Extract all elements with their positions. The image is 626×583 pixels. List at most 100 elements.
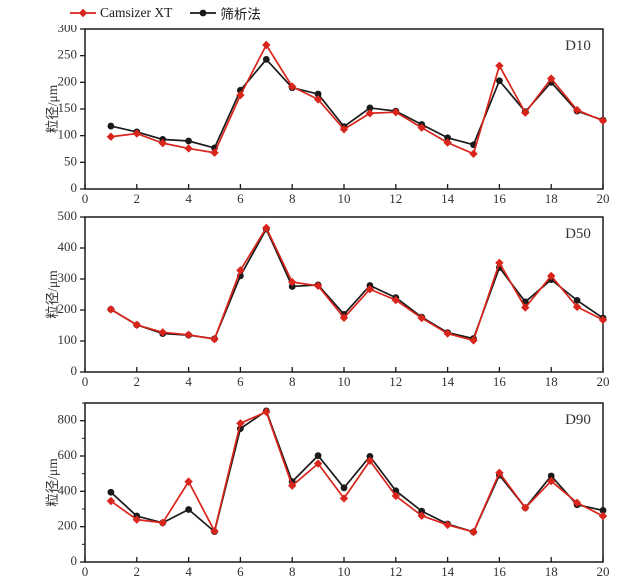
y-axis-label: 粒径/μm — [45, 458, 60, 507]
data-point-diamond — [262, 223, 271, 233]
x-tick-label: 10 — [338, 564, 351, 579]
data-point-diamond — [598, 116, 608, 125]
data-point-circle — [262, 56, 270, 63]
data-point-diamond — [443, 138, 452, 147]
x-axis: 0 2 4 6 8 10 12 14 16 18 20 — [82, 184, 610, 205]
data-point-circle — [199, 9, 207, 17]
y-tick-label: 100 — [58, 332, 78, 347]
legend-line-diamond-icon — [70, 8, 96, 18]
data-point-circle — [573, 296, 581, 304]
data-point-diamond — [288, 82, 297, 91]
data-point-circle — [107, 122, 115, 130]
data-point-diamond — [313, 459, 323, 468]
y-tick-label: 800 — [58, 412, 78, 427]
data-point-diamond — [417, 313, 426, 323]
y-tick-label: 0 — [71, 180, 78, 195]
data-point-diamond — [469, 149, 478, 158]
data-point-diamond — [443, 329, 452, 338]
data-point-diamond — [210, 334, 219, 344]
y-tick-label: 150 — [58, 100, 78, 115]
y-axis: 0 50 100 150 200 250 300 — [58, 25, 85, 195]
data-point-diamond — [598, 315, 608, 325]
y-tick-label: 300 — [58, 270, 78, 285]
data-point-diamond — [572, 302, 582, 312]
legend: Camsizer XT 筛析法 — [70, 3, 261, 23]
data-point-circle — [444, 134, 451, 142]
x-tick-label: 14 — [441, 191, 455, 205]
data-point-diamond — [106, 496, 116, 506]
data-point-circle — [366, 452, 374, 460]
chart-d90: 0 200 400 600 800 0 2 4 6 8 10 12 14 16 18 20 粒径/μm D90 — [45, 402, 610, 579]
data-point-diamond — [339, 125, 349, 134]
data-point-diamond — [521, 503, 530, 512]
x-tick-label: 12 — [389, 191, 402, 205]
x-tick-label: 8 — [289, 374, 296, 389]
x-tick-label: 6 — [237, 374, 244, 389]
data-point-diamond — [210, 148, 219, 157]
data-point-circle — [418, 507, 426, 515]
data-point-diamond — [598, 511, 608, 521]
x-tick-label: 10 — [338, 191, 351, 205]
data-point-diamond — [184, 330, 193, 339]
data-point-diamond — [288, 277, 297, 287]
data-point-diamond — [365, 109, 375, 118]
data-point-diamond — [572, 498, 582, 508]
data-point-diamond — [184, 477, 193, 486]
data-point-circle — [314, 452, 322, 460]
data-point-circle — [288, 283, 296, 290]
x-tick-label: 20 — [597, 191, 610, 205]
data-point-diamond — [391, 295, 400, 305]
data-point-diamond — [521, 303, 530, 312]
x-axis: 0 2 4 6 8 10 12 14 16 18 20 — [82, 367, 610, 389]
data-point-diamond — [158, 328, 167, 337]
data-point-diamond — [469, 336, 478, 345]
data-point-circle — [547, 472, 555, 480]
y-axis: 0 200 400 600 800 — [58, 402, 85, 568]
data-point-diamond — [547, 271, 556, 281]
plot-border — [84, 216, 604, 373]
x-tick-label: 16 — [493, 191, 507, 205]
data-point-diamond — [132, 320, 141, 330]
data-point-diamond — [184, 144, 193, 153]
panel-label: D10 — [565, 38, 591, 54]
x-tick-label: 12 — [389, 374, 402, 389]
chart-d50: 0 100 200 300 400 500 0 2 4 6 8 10 12 14 16 18 20 粒径/μm D5… — [45, 208, 610, 389]
y-tick-label: 200 — [58, 301, 78, 316]
data-point-diamond — [495, 61, 504, 70]
x-tick-label: 18 — [545, 374, 558, 389]
data-point-diamond — [495, 468, 504, 477]
x-tick-label: 2 — [134, 374, 141, 389]
data-point-diamond — [236, 419, 245, 428]
panel-label: D90 — [565, 412, 591, 428]
data-point-diamond — [158, 518, 167, 527]
data-point-diamond — [417, 123, 426, 132]
data-point-circle — [340, 484, 348, 492]
y-axis-label: 粒径/μm — [45, 270, 60, 319]
x-tick-label: 14 — [441, 374, 455, 389]
data-point-circle — [185, 506, 193, 513]
x-tick-label: 18 — [545, 191, 558, 205]
y-tick-label: 50 — [64, 153, 77, 168]
panel-label: D50 — [565, 226, 591, 242]
x-tick-label: 20 — [597, 374, 610, 389]
data-point-diamond — [78, 8, 88, 18]
data-point-diamond — [365, 456, 375, 465]
x-tick-label: 16 — [493, 374, 507, 389]
data-point-diamond — [158, 138, 167, 148]
data-point-diamond — [262, 407, 271, 417]
legend-line-circle-icon — [190, 9, 217, 17]
series-line — [110, 228, 604, 340]
x-tick-label: 6 — [237, 564, 244, 579]
y-axis: 0 100 200 300 400 500 — [58, 208, 85, 378]
series-sieve-method — [107, 225, 607, 343]
data-point-diamond — [339, 494, 349, 503]
data-point-diamond — [365, 285, 375, 294]
data-point-diamond — [572, 105, 582, 115]
data-point-diamond — [521, 108, 530, 117]
data-point-diamond — [391, 108, 400, 117]
data-point-diamond — [288, 481, 297, 490]
x-tick-label: 20 — [597, 564, 610, 579]
x-tick-label: 18 — [545, 564, 558, 579]
series-line — [110, 227, 604, 342]
y-tick-label: 100 — [58, 127, 78, 142]
